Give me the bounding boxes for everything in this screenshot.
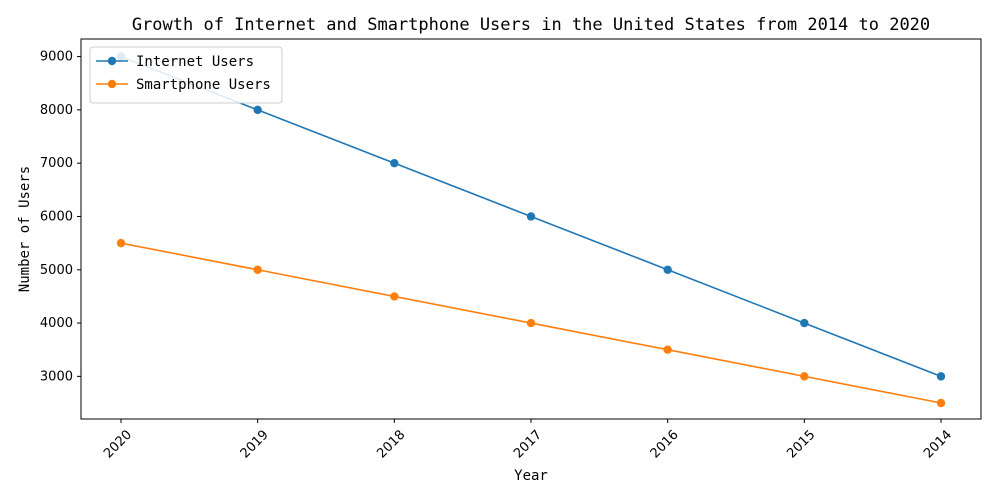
legend-marker: [107, 79, 117, 89]
legend-entry: Smartphone Users: [136, 77, 271, 93]
legend: Internet Users Smartphone Users: [89, 46, 283, 104]
y-tick-label: 5000: [40, 263, 73, 278]
data-point: [253, 105, 262, 115]
data-point: [390, 292, 399, 301]
data-point: [390, 158, 399, 168]
data-point: [663, 265, 672, 274]
x-tick-label: 2020: [101, 427, 135, 461]
x-tick-label: 2018: [374, 427, 408, 461]
x-tick-label: 2017: [511, 427, 545, 461]
y-axis-label: Number of Users: [17, 166, 33, 292]
y-tick-label: 3000: [40, 369, 73, 384]
data-point: [936, 372, 946, 381]
x-tick-label: 2014: [921, 427, 955, 461]
x-tick-label: 2015: [784, 427, 818, 461]
data-point: [663, 345, 672, 354]
data-point: [526, 212, 536, 221]
y-tick-label: 6000: [40, 209, 73, 224]
x-tick-label: 2016: [648, 427, 682, 461]
x-axis-label: Year: [514, 468, 548, 484]
data-point: [800, 318, 809, 328]
data-point: [800, 372, 809, 381]
legend-box: [89, 46, 283, 104]
x-tick-label: 2019: [238, 427, 272, 461]
y-tick-label: 9000: [40, 50, 73, 65]
data-point: [116, 238, 126, 248]
y-tick-label: 8000: [40, 103, 73, 118]
legend-entry: Internet Users: [136, 54, 254, 70]
legend-marker: [107, 56, 117, 66]
data-point: [936, 398, 946, 408]
y-tick-label: 7000: [40, 156, 73, 171]
chart-title: Growth of Internet and Smartphone Users …: [132, 15, 930, 35]
data-point: [253, 265, 262, 274]
y-tick-label: 4000: [40, 316, 73, 331]
data-point: [526, 318, 536, 328]
